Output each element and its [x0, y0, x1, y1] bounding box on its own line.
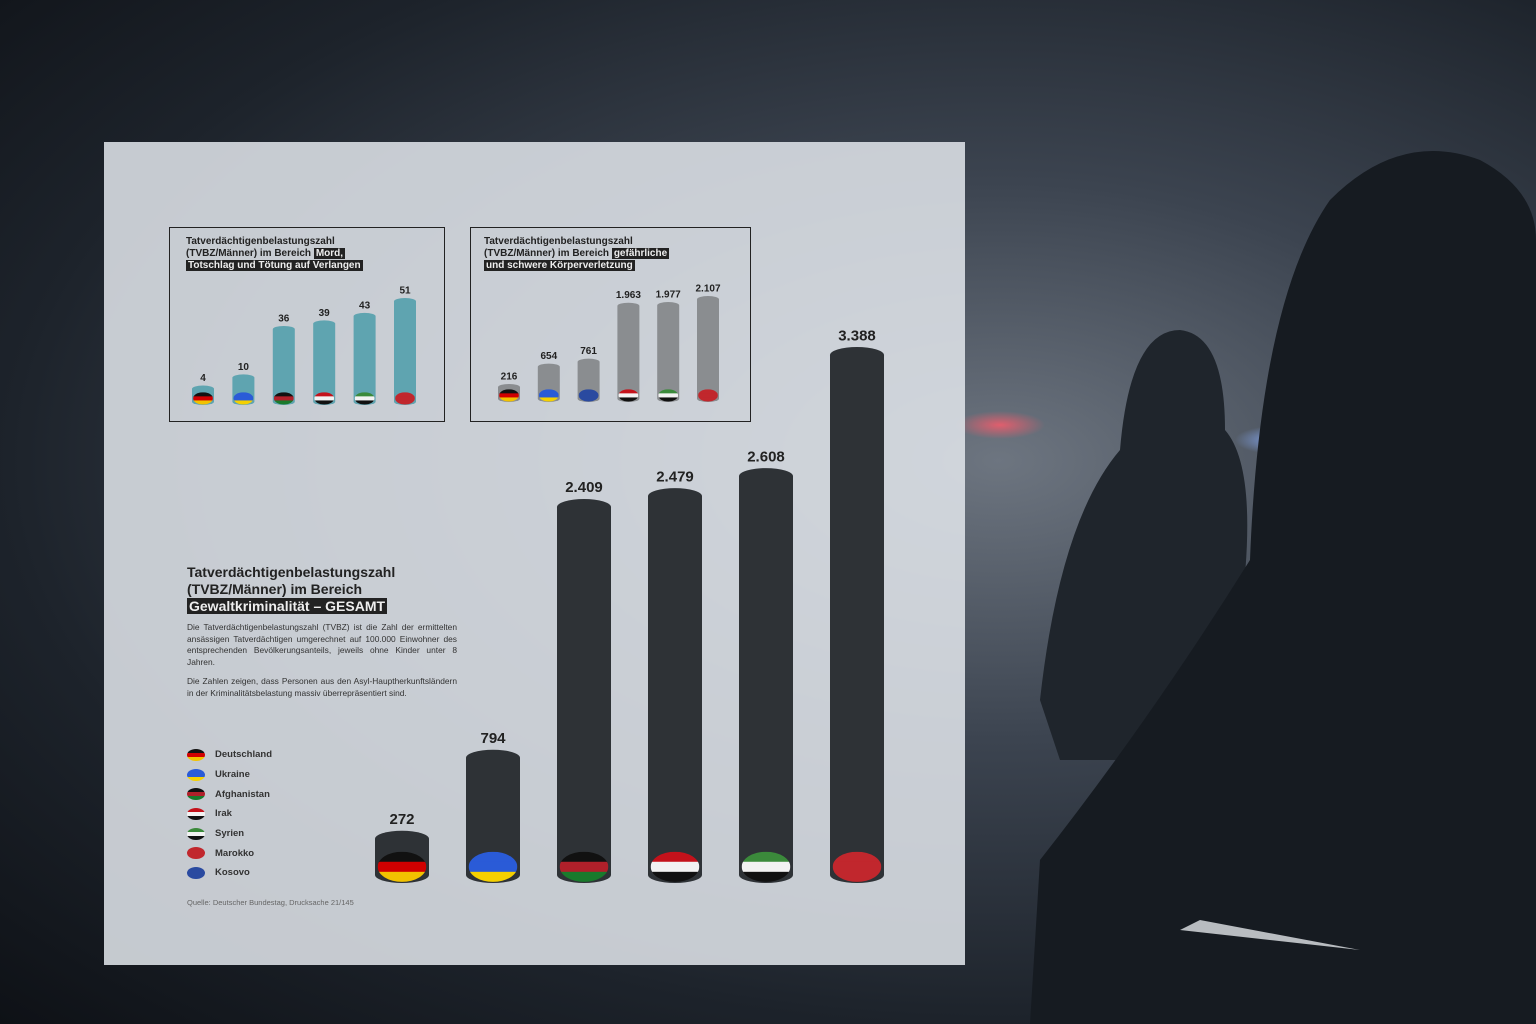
bar-marokko — [394, 298, 416, 405]
flag-kosovo-icon — [187, 866, 205, 879]
flag-ukraine-icon — [468, 851, 518, 882]
title-highlight: Totschlag und Tötung auf Verlangen — [186, 260, 363, 271]
flag-afghanistan-icon — [559, 851, 609, 882]
legend-label: Kosovo — [215, 867, 250, 879]
data-label: 2.608 — [747, 448, 785, 465]
data-label: 216 — [501, 371, 518, 382]
data-label: 4 — [200, 373, 206, 384]
main-chart-title: Tatverdächtigenbelastungszahl (TVBZ/Männ… — [187, 564, 487, 615]
bar-syrien — [657, 302, 680, 402]
data-label: 3.388 — [838, 327, 876, 344]
data-label: 2.107 — [695, 284, 720, 295]
data-label: 2.479 — [656, 468, 694, 485]
legend-label: Deutschland — [215, 749, 273, 761]
hooded-figure-front — [1030, 151, 1536, 1024]
bar-irak — [313, 320, 336, 405]
title-text: Tatverdächtigenbelastungszahl (TVBZ/Männe… — [484, 236, 633, 259]
legend-label: Marokko — [215, 847, 255, 859]
title-line: Tatverdächtigenbelastungszahl — [187, 564, 396, 580]
flag-syrien-icon — [741, 851, 791, 882]
title-highlight: gefährliche — [611, 248, 670, 259]
legend-label: Irak — [215, 808, 232, 820]
data-label: 1.963 — [616, 290, 641, 301]
flag-deutschland-icon — [499, 389, 519, 402]
flag-marokko-icon — [698, 389, 718, 402]
legend-label: Afghanistan — [215, 788, 270, 800]
bar-irak — [617, 302, 640, 402]
flag-ukraine-icon — [187, 768, 205, 781]
legend: Deutschland Ukraine Afghanistan Irak Syrien M… — [187, 745, 272, 883]
flag-marokko-icon — [832, 851, 882, 882]
flag-marokko-icon — [395, 392, 415, 405]
chart-title-koerperverletzung: Tatverdächtigenbelastungszahl (TVBZ/Männe… — [484, 236, 670, 272]
flag-irak-icon — [650, 851, 700, 882]
title-highlight: Gewaltkriminalität – GESAMT — [187, 598, 388, 614]
legend-label: Ukraine — [215, 769, 250, 781]
data-label: 43 — [359, 300, 371, 311]
flag-deutschland-icon — [187, 748, 205, 761]
legend-item: Ukraine — [187, 765, 272, 785]
chart-box-koerperverletzung — [470, 227, 751, 422]
title-text: Tatverdächtigenbelastungszahl (TVBZ/Männe… — [186, 236, 335, 259]
bar-syrien — [353, 312, 376, 405]
legend-item: Deutschland — [187, 745, 272, 765]
legend-label: Syrien — [215, 828, 245, 840]
bar-ukraine — [466, 749, 520, 883]
flag-deutschland-icon — [377, 851, 427, 882]
chart-title-mord: Tatverdächtigenbelastungszahl (TVBZ/Männe… — [186, 236, 363, 272]
legend-item: Irak — [187, 804, 272, 824]
data-label: 272 — [389, 811, 414, 828]
title-highlight: Mord, — [313, 248, 346, 259]
flag-irak-icon — [314, 392, 335, 405]
flag-deutschland-icon — [193, 392, 213, 405]
data-label: 39 — [319, 308, 331, 319]
data-label: 10 — [238, 362, 250, 373]
legend-item: Marokko — [187, 843, 272, 863]
flag-irak-icon — [618, 389, 639, 402]
data-label: 2.409 — [565, 479, 603, 496]
chart-box-mord — [169, 227, 445, 422]
data-label: 761 — [580, 346, 597, 357]
flag-marokko-icon — [187, 847, 205, 860]
flag-syrien-icon — [658, 389, 679, 402]
police-light-red — [955, 411, 1045, 439]
bar-irak — [648, 488, 702, 883]
description: Die Tatverdächtigenbelastungszahl (TVBZ)… — [187, 622, 457, 700]
bar-afghanistan — [272, 325, 295, 405]
title-line: (TVBZ/Männer) im Bereich — [187, 581, 363, 597]
flag-afghanistan-icon — [273, 392, 294, 405]
flag-syrien-icon — [354, 392, 375, 405]
data-label: 794 — [480, 730, 506, 747]
infographic-page — [104, 142, 965, 965]
data-label: 1.977 — [656, 290, 681, 301]
data-label: 36 — [278, 313, 290, 324]
legend-item: Afghanistan — [187, 784, 272, 804]
flag-afghanistan-icon — [187, 788, 205, 801]
bar-syrien — [739, 468, 793, 883]
flag-syrien-icon — [187, 827, 205, 840]
bar-afghanistan — [557, 498, 611, 883]
flag-irak-icon — [187, 807, 205, 820]
source-note: Quelle: Deutscher Bundestag, Drucksache … — [187, 898, 354, 907]
data-label: 654 — [540, 351, 557, 362]
flag-kosovo-icon — [578, 389, 599, 402]
description-p2: Die Zahlen zeigen, dass Personen aus den… — [187, 676, 457, 698]
knife — [1180, 920, 1360, 950]
data-label: 51 — [399, 286, 411, 297]
legend-item: Syrien — [187, 824, 272, 844]
description-p1: Die Tatverdächtigenbelastungszahl (TVBZ)… — [187, 622, 457, 667]
flag-ukraine-icon — [233, 392, 254, 405]
legend-item: Kosovo — [187, 863, 272, 883]
bar-marokko — [830, 347, 884, 883]
flag-ukraine-icon — [538, 389, 559, 402]
bar-marokko — [697, 296, 719, 402]
title-highlight: und schwere Körperverletzung — [484, 260, 635, 271]
